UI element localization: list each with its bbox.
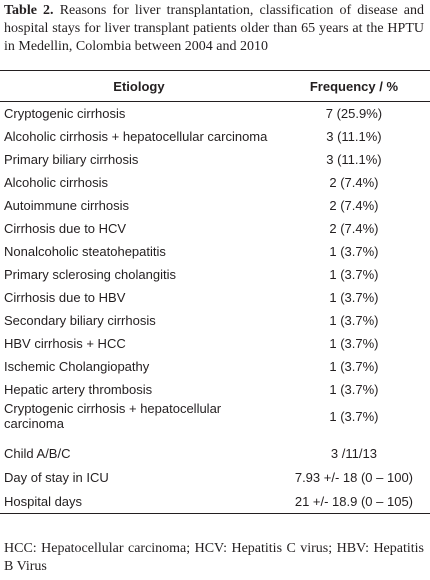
- frequency-cell: 21 +/- 18.9 (0 – 105): [277, 489, 430, 514]
- etiology-cell: Secondary biliary cirrhosis: [4, 313, 156, 328]
- frequency-cell: 7.93 +/- 18 (0 – 100): [294, 469, 414, 485]
- table-row: Primary sclerosing cholangitis 1 (3.7%): [0, 263, 430, 286]
- table-row: Secondary biliary cirrhosis 1 (3.7%): [0, 309, 430, 332]
- table-row: Alcoholic cirrhosis + hepatocellular car…: [0, 125, 430, 148]
- frequency-cell: 2 (7.4%): [329, 221, 379, 236]
- table-row: Child A/B/C 3 /11/13: [0, 431, 430, 465]
- table-row: Cryptogenic cirrhosis 7 (25.9%): [0, 102, 430, 126]
- frequency-cell: 3 (11.1%): [326, 152, 382, 167]
- etiology-cell: Autoimmune cirrhosis: [4, 198, 129, 213]
- frequency-cell: 3 /11/13: [330, 445, 377, 461]
- frequency-cell: 1 (3.7%): [329, 408, 379, 424]
- table-row: Cirrhosis due to HCV 2 (7.4%): [0, 217, 430, 240]
- frequency-cell: 1 (3.7%): [329, 267, 379, 282]
- etiology-cell: Alcoholic cirrhosis: [4, 175, 109, 190]
- etiology-cell: Child A/B/C: [4, 445, 71, 461]
- etiology-cell: Alcoholic cirrhosis + hepatocellular car…: [4, 129, 268, 144]
- frequency-cell: 2 (7.4%): [329, 198, 379, 213]
- header-cell: Frequency / %: [277, 70, 430, 102]
- frequency-cell: 1 (3.7%): [329, 290, 379, 305]
- footnote: HCC: Hepatocellular carcinoma; HCV: Hepa…: [4, 541, 424, 574]
- frequency-cell: 1 (3.7%): [329, 313, 379, 328]
- etiology-cell: Ischemic Cholangiopathy: [4, 359, 150, 374]
- etiology-cell: Cryptogenic cirrhosis: [4, 106, 126, 121]
- frequency-cell: 1 (3.7%): [329, 382, 379, 397]
- table-row: Cryptogenic cirrhosis + hepatocellular c…: [0, 401, 430, 431]
- table-row: Primary biliary cirrhosis 3 (11.1%): [0, 148, 430, 171]
- table-row: Hospital days 21 +/- 18.9 (0 – 105): [0, 489, 430, 514]
- table: Etiology Frequency / % Cryptogenic cirrh…: [0, 70, 430, 514]
- header-cell: Etiology: [0, 70, 278, 102]
- table-body: Cryptogenic cirrhosis 7 (25.9%) Alcoholic …: [0, 102, 430, 514]
- etiology-cell: Cirrhosis due to HBV: [4, 290, 126, 305]
- etiology-cell: Primary biliary cirrhosis: [4, 152, 139, 167]
- etiology-cell: Nonalcoholic steatohepatitis: [4, 244, 166, 259]
- table-row: Ischemic Cholangiopathy 1 (3.7%): [0, 355, 430, 378]
- frequency-cell: 1 (3.7%): [329, 359, 379, 374]
- caption-text: Reasons for liver transplantation, class…: [4, 3, 424, 54]
- etiology-cell: HBV cirrhosis + HCC: [4, 336, 126, 351]
- caption-label: Table 2.: [4, 3, 54, 18]
- frequency-cell: 7 (25.9%): [325, 106, 383, 121]
- frequency-cell: 1 (3.7%): [329, 336, 379, 351]
- frequency-cell: 1 (3.7%): [329, 244, 379, 259]
- caption: Table 2. Reasons for liver transplantati…: [4, 2, 424, 56]
- frequency-cell: 2 (7.4%): [329, 175, 379, 190]
- etiology-cell: Cirrhosis due to HCV: [4, 221, 127, 236]
- etiology-cell: Cryptogenic cirrhosis + hepatocellular c…: [4, 401, 222, 431]
- table-row: HBV cirrhosis + HCC 1 (3.7%): [0, 332, 430, 355]
- etiology-cell: Day of stay in ICU: [4, 469, 109, 485]
- etiology-cell: Hospital days: [0, 489, 278, 514]
- etiology-cell: Hepatic artery thrombosis: [4, 382, 153, 397]
- table-row: Nonalcoholic steatohepatitis 1 (3.7%): [0, 240, 430, 263]
- table-row: Cirrhosis due to HBV 1 (3.7%): [0, 286, 430, 309]
- table-row: Hepatic artery thrombosis 1 (3.7%): [0, 378, 430, 401]
- table-row: Day of stay in ICU 7.93 +/- 18 (0 – 100): [0, 465, 430, 489]
- etiology-cell: Primary sclerosing cholangitis: [4, 267, 176, 282]
- table-row: Autoimmune cirrhosis 2 (7.4%): [0, 194, 430, 217]
- frequency-cell: 3 (11.1%): [326, 129, 382, 144]
- header-row: Etiology Frequency / %: [0, 70, 430, 102]
- table-row: Alcoholic cirrhosis 2 (7.4%): [0, 171, 430, 194]
